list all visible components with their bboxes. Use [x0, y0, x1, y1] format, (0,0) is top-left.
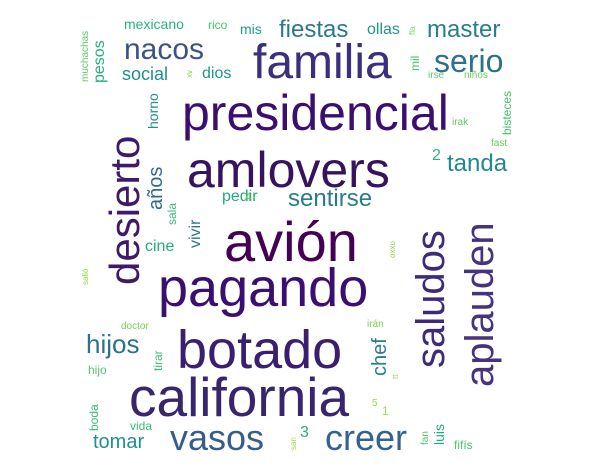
word-vasos: vasos — [170, 417, 265, 458]
word-luis: luis — [431, 423, 447, 445]
word-pesos: pesos — [91, 39, 108, 83]
word-1: 1 — [382, 404, 389, 418]
word-familia: familia — [253, 36, 392, 89]
word-boda: boda — [87, 403, 101, 431]
word-hijos: hijos — [86, 329, 140, 359]
word-creer: creer — [325, 417, 408, 458]
word-fan: fan — [420, 431, 431, 445]
word-oxxo: oxxo — [388, 240, 397, 258]
word-nacos: nacos — [124, 33, 205, 66]
word-fla: fla — [408, 26, 417, 35]
word-saludos: saludos — [409, 229, 453, 368]
word-presidencial: presidencial — [182, 85, 449, 141]
word-california: california — [129, 366, 350, 428]
word-mexicano: mexicano — [124, 16, 184, 32]
word-vida: vida — [130, 419, 153, 433]
word-salio: salió — [81, 268, 90, 285]
word-hijo: hijo — [88, 363, 107, 377]
word-cine: cine — [145, 238, 175, 255]
word-sentirse: sentirse — [288, 185, 373, 212]
word-serio: serio — [434, 43, 504, 79]
word-mil: mil — [408, 55, 422, 71]
word-tt: tt — [391, 374, 400, 379]
word-pagando: pagando — [158, 258, 369, 318]
word-ollas: ollas — [367, 21, 400, 38]
word-aplauden: aplauden — [458, 221, 502, 387]
word-tanda: tanda — [447, 150, 508, 177]
word-horno: horno — [145, 93, 161, 129]
word-vivir: vivir — [187, 219, 204, 248]
word-pedir: pedir — [222, 188, 258, 205]
word-muchachas: muchachas — [80, 30, 91, 82]
word-fast: fast — [491, 138, 508, 149]
word-fiestas: fiestas — [279, 16, 349, 43]
word-irak: irak — [452, 117, 469, 128]
word-5: 5 — [372, 398, 378, 409]
word-anos: años — [145, 166, 167, 210]
word-ninos: niños — [464, 70, 488, 81]
word-san: san — [289, 436, 298, 450]
word-dios: dios — [202, 65, 232, 82]
word-chef: chef — [369, 338, 391, 376]
word-desierto: desierto — [101, 135, 148, 285]
word-doctor: doctor — [121, 321, 149, 332]
word-3: 3 — [300, 424, 309, 441]
word-botado: botado — [177, 320, 343, 380]
word-irse: irse — [428, 70, 445, 81]
word-sala: sala — [165, 202, 179, 225]
word-tirar: tirar — [151, 349, 165, 371]
word-mis: mis — [240, 21, 262, 37]
word-fifis: fifís — [454, 438, 473, 452]
word-master: master — [427, 16, 501, 43]
word-xv: xv — [185, 70, 194, 78]
word-social: social — [122, 64, 169, 84]
word-rico: rico — [208, 18, 228, 32]
word-bisteces: bisteces — [500, 90, 514, 135]
word-amlovers: amlovers — [187, 142, 390, 198]
word-iran: irán — [367, 319, 384, 330]
word-4: 4 — [245, 190, 252, 204]
word-tomar: tomar — [93, 431, 145, 453]
word-2: 2 — [432, 147, 441, 164]
word-avion: avión — [224, 210, 358, 273]
